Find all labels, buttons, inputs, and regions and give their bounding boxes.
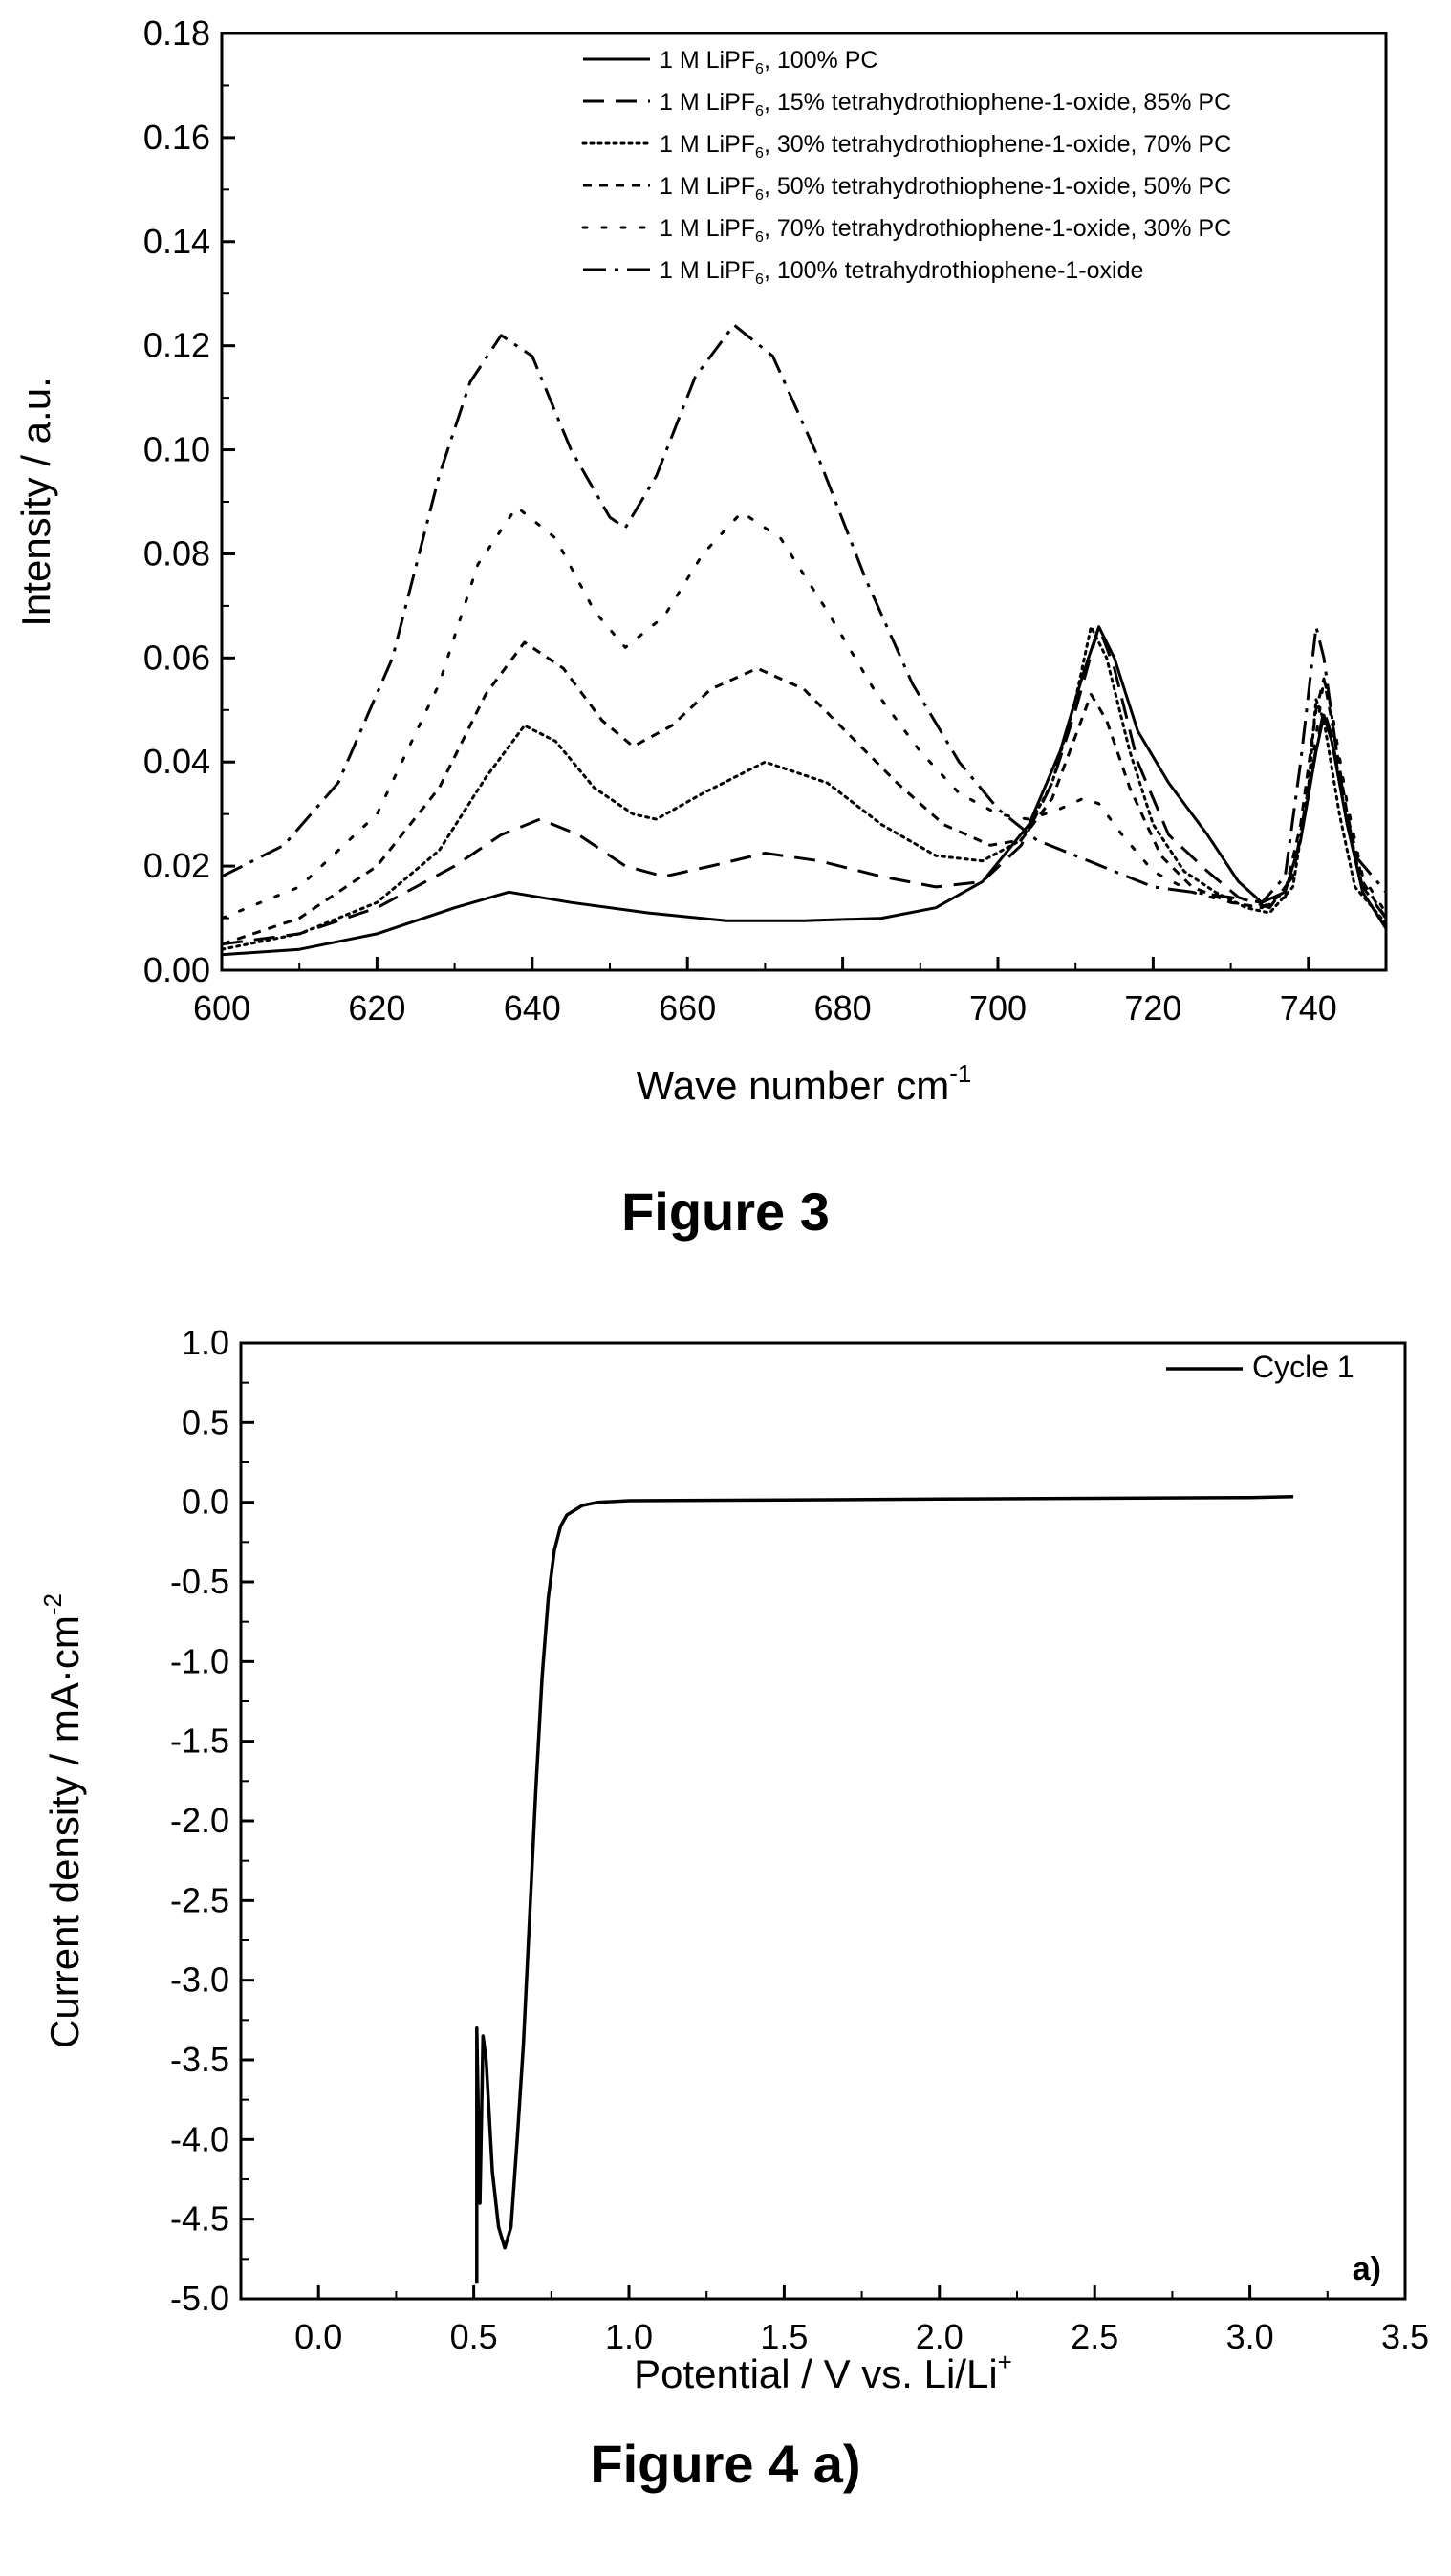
x-axis-ticks: 600 620 640 660 680 700 720 740 (193, 957, 1337, 1028)
legend-label: 1 M LiPF6, 15% tetrahydrothiophene-1-oxi… (660, 89, 1231, 119)
series-line-3 (220, 625, 1388, 951)
x-tick-label: 620 (348, 988, 405, 1028)
x-tick-label: 1.0 (605, 2317, 653, 2356)
y-tick-label: 0.5 (182, 1402, 229, 1441)
panel-label: a) (1353, 2251, 1381, 2287)
y-tick-label: -0.5 (170, 1562, 229, 1601)
series-line-1 (475, 1495, 1294, 2284)
x-tick-label: 600 (193, 988, 250, 1028)
x-tick-label: 740 (1280, 988, 1337, 1028)
x-tick-label: 3.5 (1381, 2317, 1429, 2356)
y-tick-label: -3.5 (170, 2040, 229, 2079)
y-tick-label: -3.0 (170, 1960, 229, 2000)
y-tick-label: 0.14 (143, 222, 210, 261)
x-tick-label: 640 (504, 988, 561, 1028)
y-tick-label: -5.0 (170, 2279, 229, 2318)
x-axis-label: Potential / V vs. Li/Li+ (634, 2348, 1012, 2396)
x-axis-label-superscript: + (998, 2348, 1012, 2376)
series-line-1 (221, 625, 1388, 957)
y-axis-label-superscript: -2 (38, 1593, 67, 1615)
y-tick-label: 0.00 (143, 950, 210, 989)
x-tick-label: 2.0 (916, 2317, 964, 2356)
y-tick-label: -1.0 (170, 1641, 229, 1680)
x-tick-label: 2.5 (1071, 2317, 1118, 2356)
y-tick-label: 0.04 (143, 742, 210, 781)
y-axis-ticks: 0.00 0.02 0.04 0.06 0.08 0.10 0.12 0.14 0.16 0.18 (143, 13, 235, 989)
figure4-caption: Figure 4 a) (590, 2434, 861, 2494)
figure3-caption: Figure 3 (621, 1181, 830, 1242)
series-line-5 (220, 505, 1388, 920)
y-axis-ticks: 1.0 0.5 0.0 -0.5 -1.0 -1.5 -2.0 -2.5 -3.0 -3.5 -4.… (170, 1323, 254, 2318)
series-lines (475, 1495, 1294, 2284)
y-tick-label: -1.5 (170, 1721, 229, 1761)
y-tick-label: 0.12 (143, 326, 210, 365)
plot-frame (239, 1341, 1407, 2301)
legend-label: 1 M LiPF6, 70% tetrahydrothiophene-1-oxi… (660, 215, 1231, 246)
x-tick-label: 680 (814, 988, 872, 1028)
x-tick-label: 3.0 (1226, 2317, 1274, 2356)
y-axis-label: Current density / mA·cm-2 (38, 1593, 87, 2048)
series-line-4 (221, 640, 1388, 946)
x-axis-label: Wave number cm-1 (637, 1059, 972, 1108)
y-tick-label: -2.0 (170, 1801, 229, 1840)
x-tick-label: 0.0 (294, 2317, 342, 2356)
y-tick-label: 0.16 (143, 118, 210, 157)
series-lines (220, 323, 1388, 957)
y-tick-label: 0.10 (143, 430, 210, 469)
legend: Cycle 1 (1166, 1350, 1354, 1384)
legend-label: 1 M LiPF6, 50% tetrahydrothiophene-1-oxi… (660, 173, 1231, 204)
legend-label: Cycle 1 (1252, 1350, 1354, 1384)
y-tick-label: -2.5 (170, 1880, 229, 1919)
x-tick-label: 660 (659, 988, 716, 1028)
figure3-chart: 600 620 640 660 680 700 720 740 0.000.020.040.0… (13, 13, 1388, 1108)
x-tick-label: 720 (1124, 988, 1181, 1028)
figure4-chart: 0.0 0.5 1.0 1.5 2.0 2.5 3.0 3.5 1.0 0.5 0.0 -0.5 -1… (38, 1323, 1429, 2396)
x-axis-label-superscript: -1 (949, 1059, 971, 1088)
x-tick-label: 1.5 (760, 2317, 808, 2356)
series-line-6 (221, 323, 1388, 904)
x-axis-ticks: 0.0 0.5 1.0 1.5 2.0 2.5 3.0 3.5 (294, 2285, 1429, 2356)
y-tick-label: 1.0 (182, 1323, 229, 1362)
y-tick-label: -4.5 (170, 2199, 229, 2239)
y-axis-label: Intensity / a.u. (13, 377, 58, 626)
legend-label: 1 M LiPF6, 100% tetrahydrothiophene-1-ox… (660, 257, 1143, 288)
y-tick-label: 0.08 (143, 533, 210, 573)
y-tick-label: 0.02 (143, 846, 210, 885)
legend-label: 1 M LiPF6, 30% tetrahydrothiophene-1-oxi… (660, 131, 1231, 162)
y-tick-label: 0.06 (143, 638, 210, 677)
y-tick-label: 0.18 (143, 13, 210, 53)
x-tick-label: 700 (969, 988, 1027, 1028)
legend-label: 1 M LiPF6, 100% PC (660, 47, 877, 77)
legend: 1 M LiPF6, 100% PC 1 M LiPF6, 15% tetrahy… (581, 47, 1231, 288)
x-tick-label: 0.5 (450, 2317, 498, 2356)
y-tick-label: -4.0 (170, 2119, 229, 2158)
y-tick-label: 0.0 (182, 1483, 229, 1522)
